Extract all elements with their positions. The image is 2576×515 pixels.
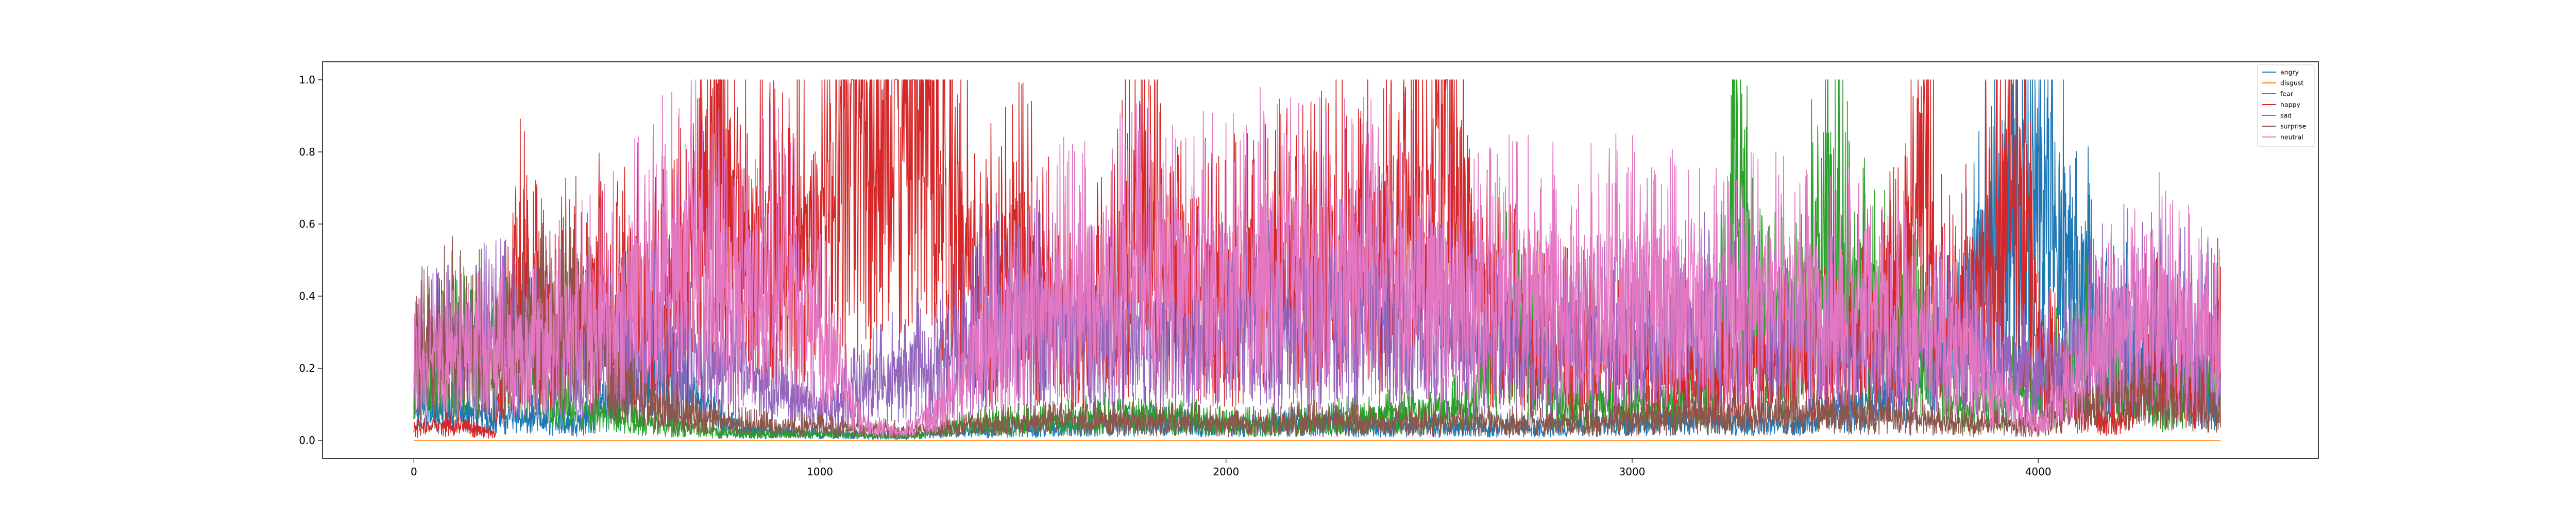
y-tick-label: 1.0 xyxy=(299,74,315,86)
legend-label-surprise: surprise xyxy=(2280,123,2307,130)
x-tick-label: 1000 xyxy=(807,466,833,478)
legend-label-fear: fear xyxy=(2280,90,2294,98)
y-tick-label: 0.8 xyxy=(299,146,315,158)
legend: angry disgust fear happy sad surprise neutral xyxy=(2258,65,2314,147)
legend-label-sad: sad xyxy=(2280,112,2292,119)
x-tick-label: 0 xyxy=(411,466,417,478)
x-tick-label: 2000 xyxy=(1213,466,1239,478)
legend-label-disgust: disgust xyxy=(2280,79,2303,87)
y-tick-label: 0.4 xyxy=(299,290,315,302)
legend-label-happy: happy xyxy=(2280,101,2300,109)
x-tick-label: 3000 xyxy=(1619,466,1645,478)
legend-label-angry: angry xyxy=(2280,68,2299,76)
legend-label-neutral: neutral xyxy=(2280,133,2303,141)
y-tick-label: 0.6 xyxy=(299,218,315,230)
y-tick-label: 0.2 xyxy=(299,362,315,374)
x-tick-label: 4000 xyxy=(2025,466,2052,478)
y-tick-label: 0.0 xyxy=(299,434,315,447)
